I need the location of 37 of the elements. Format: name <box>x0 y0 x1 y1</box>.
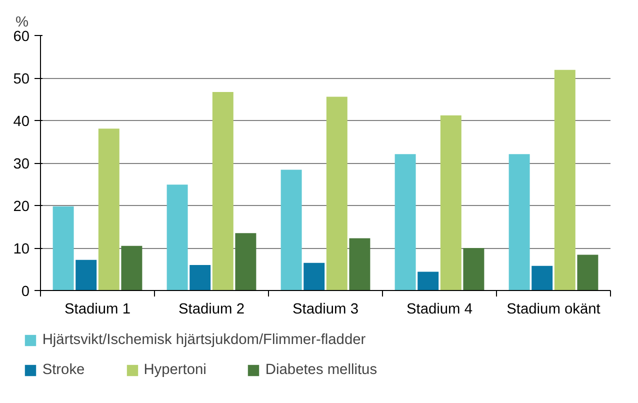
bar <box>166 184 188 290</box>
bar <box>280 170 302 290</box>
legend-label: Hypertoni <box>144 362 206 378</box>
bar <box>463 248 484 290</box>
y-tick-label: 20 <box>13 199 30 215</box>
bar <box>349 238 370 290</box>
bar <box>98 128 120 290</box>
x-tick-label: Stadium 3 <box>292 302 359 318</box>
bar <box>212 92 234 290</box>
bar <box>440 115 462 290</box>
legend-label: Stroke <box>42 362 85 378</box>
bar <box>532 266 553 290</box>
bar <box>554 70 576 290</box>
y-tick-label: 40 <box>13 114 30 130</box>
bar <box>418 272 439 290</box>
bar <box>235 233 256 290</box>
y-tick-label: 50 <box>13 72 30 88</box>
x-tick-label: Stadium okänt <box>506 302 600 318</box>
bar <box>508 154 530 290</box>
bar <box>304 262 325 290</box>
bar <box>52 206 74 290</box>
bar <box>326 96 348 290</box>
legend-label: Diabetes mellitus <box>265 362 378 378</box>
x-tick-label: Stadium 4 <box>406 302 473 318</box>
bar <box>394 154 416 290</box>
y-tick-label: 0 <box>21 284 30 300</box>
y-tick-label: 10 <box>13 242 30 258</box>
bar <box>577 254 598 290</box>
y-tick-label: 60 <box>13 29 30 45</box>
x-tick-label: Stadium 1 <box>64 302 131 318</box>
bar <box>76 260 97 290</box>
y-axis-title: % <box>16 14 29 30</box>
bar <box>121 246 142 290</box>
bar <box>190 265 211 290</box>
x-tick-label: Stadium 2 <box>178 302 245 318</box>
y-tick-label: 30 <box>13 156 30 172</box>
legend-label: Hjärtsvikt/Ischemisk hjärtsjukdom/Flimmer-fladder <box>42 332 366 348</box>
